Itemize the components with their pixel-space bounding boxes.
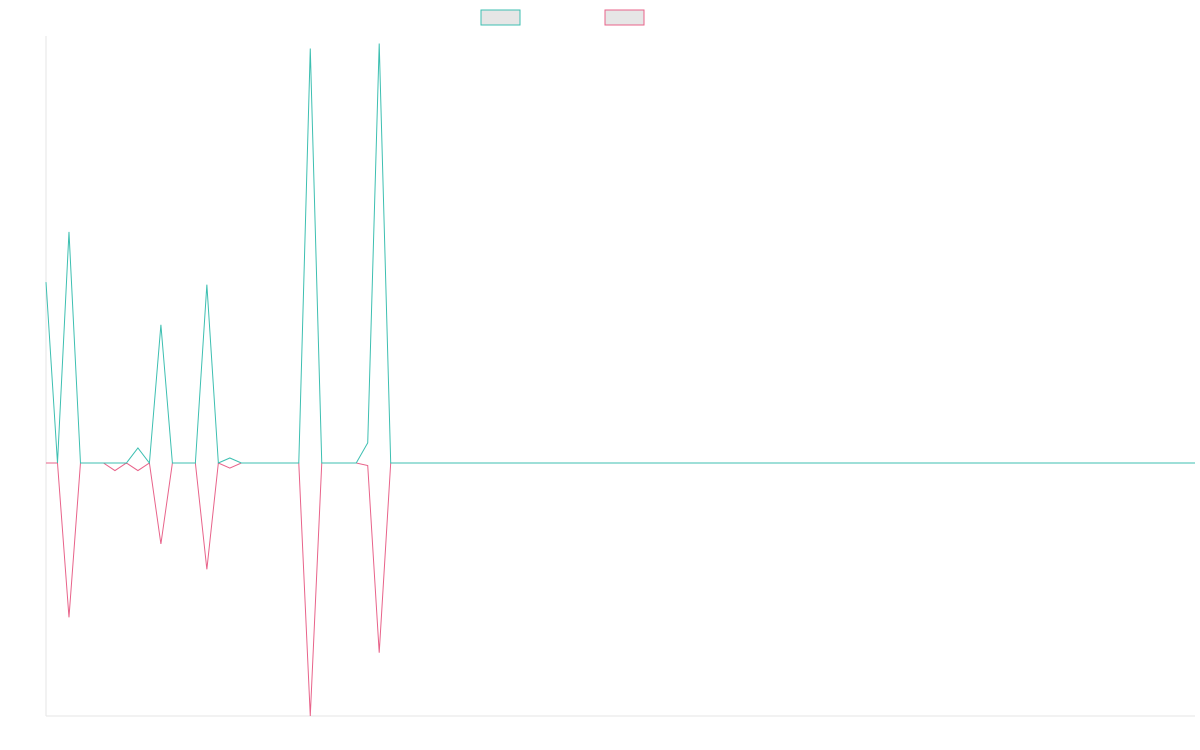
series-layer (45, 43, 1195, 717)
chart-legend[interactable] (480, 9, 645, 26)
legend-swatch-series-1[interactable] (480, 9, 521, 26)
series-line-2 (46, 462, 1195, 717)
legend-swatch-series-2[interactable] (604, 9, 645, 26)
series-line-1 (45, 43, 1195, 465)
